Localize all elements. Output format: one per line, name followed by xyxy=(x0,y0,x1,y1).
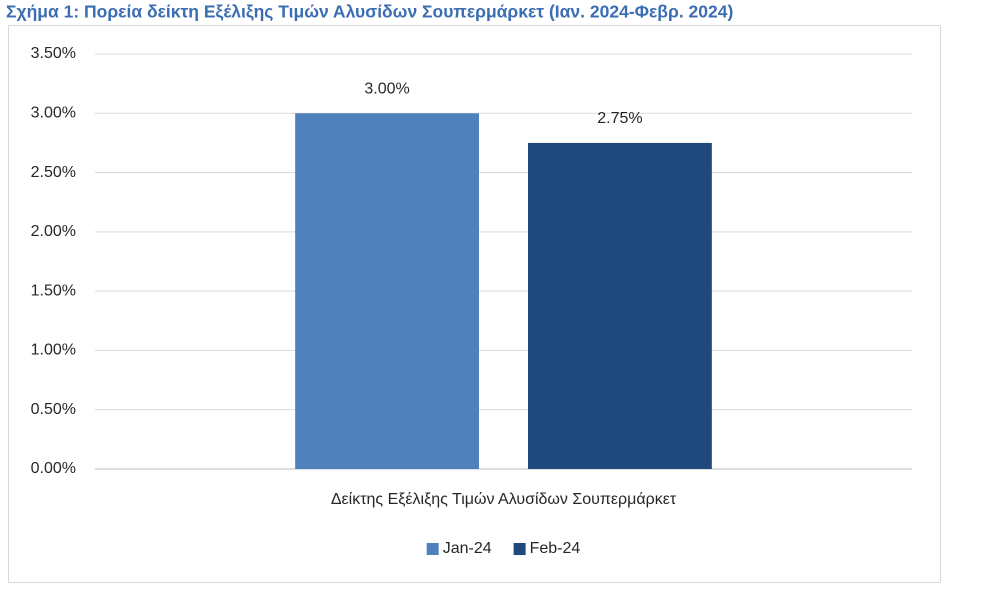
y-tick-label: 1.00% xyxy=(31,342,76,359)
legend-label: Jan-24 xyxy=(443,540,492,557)
bar xyxy=(528,142,712,469)
y-tick-label: 2.50% xyxy=(31,164,76,181)
bar xyxy=(295,113,479,470)
y-tick-label: 0.00% xyxy=(31,460,76,477)
legend-swatch xyxy=(513,543,526,555)
chart-title: Σχήμα 1: Πορεία δείκτη Εξέλιξης Τιμών Αλ… xyxy=(6,2,733,23)
y-tick-label: 2.00% xyxy=(31,223,76,240)
x-tick-label: Δείκτης Εξέλιξης Τιμών Αλυσίδων Σουπερμά… xyxy=(331,491,677,508)
y-tick-label: 1.50% xyxy=(31,282,76,299)
data-label: 2.75% xyxy=(597,110,642,127)
data-label: 3.00% xyxy=(364,81,409,98)
y-tick-label: 3.50% xyxy=(31,45,76,62)
y-tick-label: 3.00% xyxy=(31,105,76,122)
legend-swatch xyxy=(426,543,439,555)
legend-label: Feb-24 xyxy=(530,540,581,557)
y-tick-label: 0.50% xyxy=(31,401,76,418)
